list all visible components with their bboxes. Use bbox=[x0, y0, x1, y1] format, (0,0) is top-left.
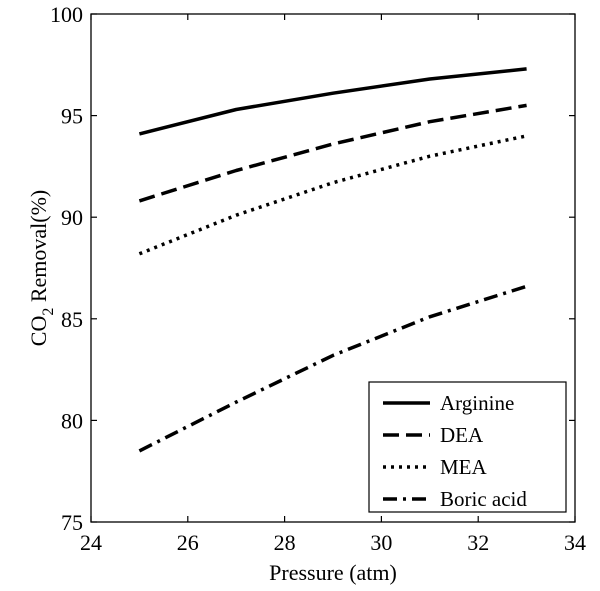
y-tick-label: 75 bbox=[61, 510, 83, 535]
x-tick-label: 34 bbox=[564, 530, 586, 555]
x-tick-label: 28 bbox=[274, 530, 296, 555]
series-line-boric-acid bbox=[138, 284, 528, 453]
y-tick-label: 95 bbox=[61, 104, 83, 129]
series-line-arginine bbox=[138, 67, 527, 136]
legend-label-arginine: Arginine bbox=[440, 391, 514, 415]
series-line-mea bbox=[138, 134, 527, 256]
y-axis-title-prefix: CO bbox=[26, 316, 51, 347]
series-lines bbox=[138, 67, 528, 453]
y-tick-label: 100 bbox=[50, 2, 83, 27]
y-tick-label: 90 bbox=[61, 205, 83, 230]
x-axis-title: Pressure (atm) bbox=[269, 560, 397, 585]
series-line-dea bbox=[138, 103, 527, 203]
axis-ticks: 24 26 28 30 32 34 75 80 85 90 95 100 bbox=[50, 2, 586, 555]
y-axis-title: CO2 Removal(%) bbox=[26, 190, 57, 346]
y-axis-title-suffix: Removal(%) bbox=[26, 190, 51, 308]
legend-label-dea: DEA bbox=[440, 423, 484, 447]
x-tick-label: 32 bbox=[467, 530, 489, 555]
x-tick-label: 24 bbox=[80, 530, 102, 555]
legend: Arginine DEA MEA Boric acid bbox=[368, 381, 567, 513]
legend-label-mea: MEA bbox=[440, 455, 488, 479]
plot-frame bbox=[90, 13, 576, 523]
x-tick-label: 26 bbox=[177, 530, 199, 555]
y-axis-title-subscript: 2 bbox=[40, 308, 57, 316]
y-tick-label: 80 bbox=[61, 408, 83, 433]
y-tick-label: 85 bbox=[61, 307, 83, 332]
x-tick-label: 30 bbox=[370, 530, 392, 555]
legend-label-boric-acid: Boric acid bbox=[440, 487, 527, 511]
